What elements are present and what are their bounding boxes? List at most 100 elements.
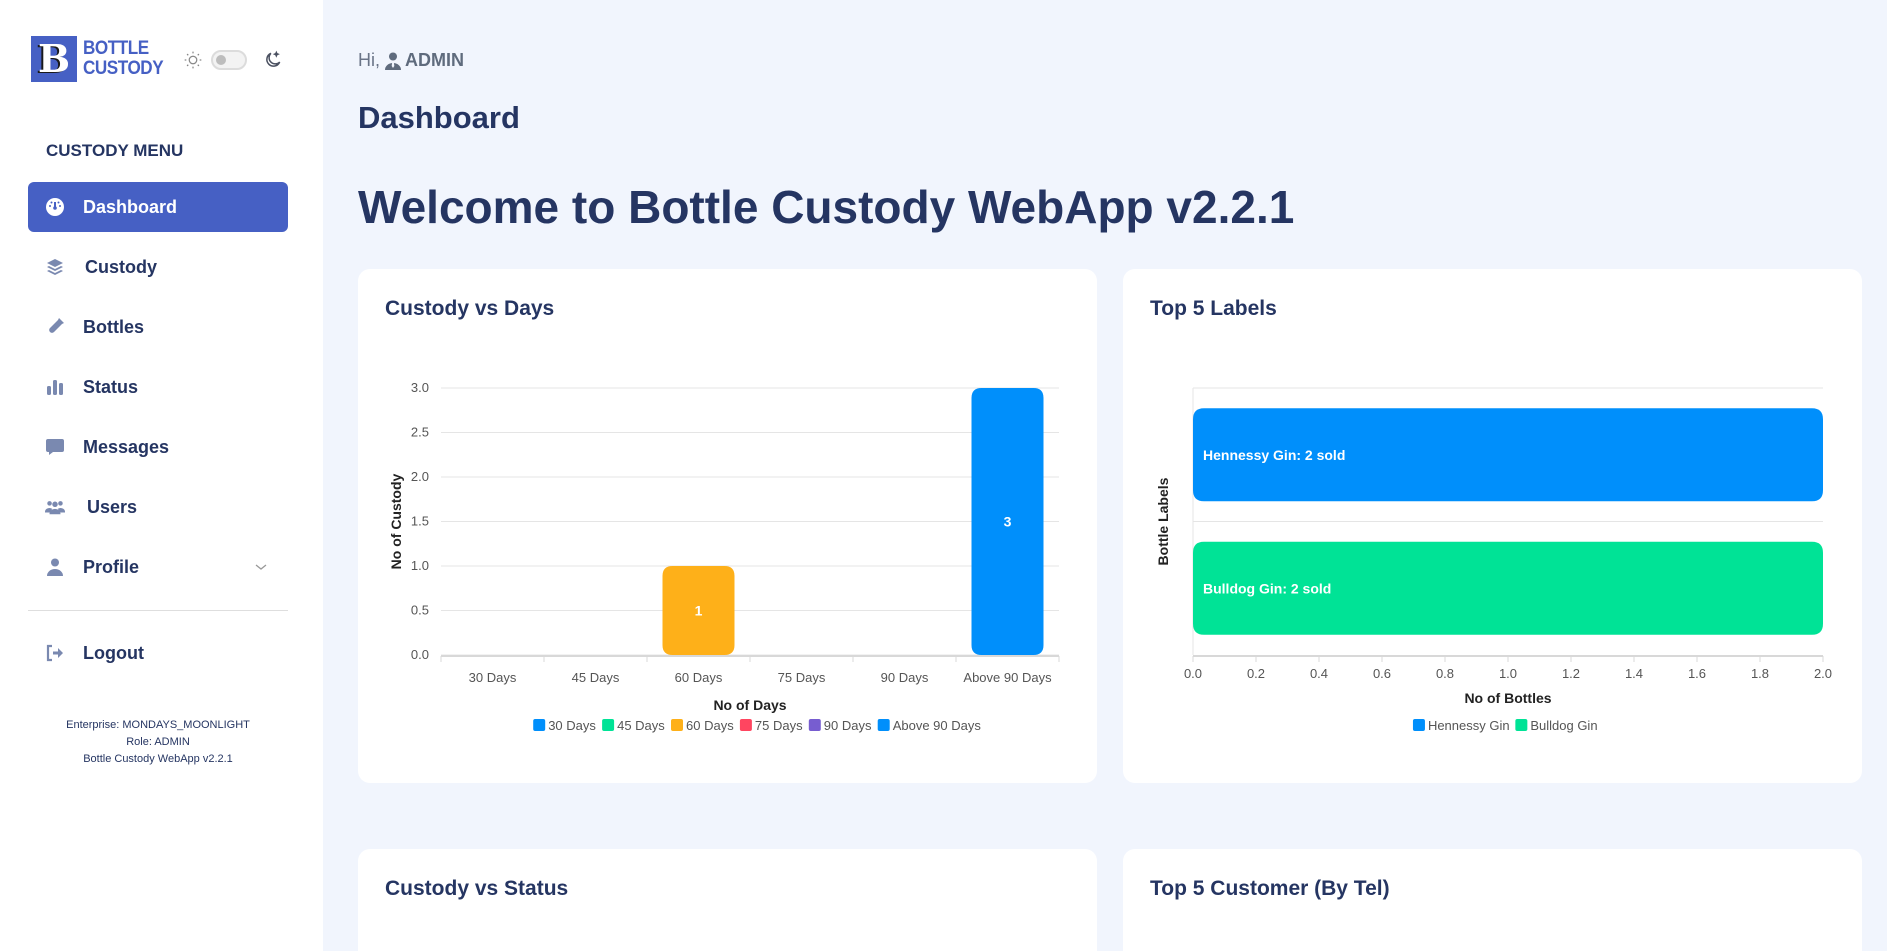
- legend-label: Above 90 Days: [893, 718, 982, 733]
- sidebar: B BOTTLE CUSTODY CUSTODY MENU Dashboard …: [0, 0, 323, 951]
- legend-marker: [1515, 719, 1528, 731]
- bar: [1193, 408, 1823, 502]
- version-text: Bottle Custody WebApp v2.2.1: [83, 753, 233, 765]
- legend-marker: [1412, 719, 1425, 731]
- page-title: Dashboard: [358, 100, 520, 135]
- greeting-prefix: Hi,: [358, 50, 380, 70]
- y-tick-label: 2.5: [411, 425, 429, 440]
- sidebar-item-profile[interactable]: Profile: [28, 542, 288, 592]
- username: ADMIN: [405, 50, 464, 70]
- card-title: Top 5 Customer (By Tel): [1150, 877, 1390, 900]
- users-icon: [45, 497, 65, 517]
- layers-icon: [45, 257, 65, 277]
- bar: [971, 388, 1044, 655]
- bar: [662, 566, 735, 655]
- legend-label: 75 Days: [755, 718, 803, 733]
- y-tick-label: 0.0: [411, 647, 429, 662]
- sidebar-item-label: Dashboard: [83, 196, 178, 217]
- welcome-heading: Welcome to Bottle Custody WebApp v2.2.1: [358, 181, 1295, 233]
- y-axis-title: Bottle Labels: [1155, 477, 1171, 565]
- sidebar-item-users[interactable]: Users: [28, 482, 288, 532]
- custody-vs-status-card: Custody vs Status: [358, 849, 1097, 951]
- sidebar-menu: Dashboard Custody Bottles Status Message…: [28, 182, 288, 602]
- brand-name-line2: CUSTODY: [83, 58, 164, 79]
- legend-label: 90 Days: [824, 718, 872, 733]
- y-tick-label: 1.5: [411, 514, 429, 529]
- sidebar-item-bottles[interactable]: Bottles: [28, 302, 288, 352]
- custody-vs-days-card: Custody vs Days 0.0 0.5 1.0 1.5 2.0 2.5 3.0 30 …: [358, 269, 1097, 783]
- legend-marker: [739, 719, 752, 731]
- bottle-icon: [45, 317, 65, 337]
- x-tick-label: 1.0: [1499, 666, 1517, 681]
- logout-container: Logout: [28, 628, 288, 688]
- legend-marker: [533, 719, 546, 731]
- sun-icon: [184, 51, 202, 69]
- y-tick-label: 3.0: [411, 380, 429, 395]
- x-tick-label: 2.0: [1814, 666, 1832, 681]
- menu-title: CUSTODY MENU: [46, 141, 184, 160]
- x-tick-label: 1.2: [1562, 666, 1580, 681]
- x-tick-label: 90 Days: [881, 670, 929, 685]
- user-icon: [45, 557, 65, 577]
- user-tie-icon: [385, 52, 401, 70]
- card-title: Top 5 Labels: [1150, 297, 1277, 320]
- sidebar-item-label: Messages: [83, 436, 170, 457]
- bar-data-label: Bulldog Gin: 2 sold: [1203, 580, 1331, 596]
- x-tick-label: 1.8: [1751, 666, 1769, 681]
- card-title: Custody vs Days: [385, 297, 555, 320]
- x-tick-label: 75 Days: [778, 670, 826, 685]
- card-title: Custody vs Status: [385, 877, 569, 900]
- legend-marker: [808, 719, 821, 731]
- moon-icon: [266, 50, 281, 67]
- legend-marker: [877, 719, 890, 731]
- sidebar-item-status[interactable]: Status: [28, 362, 288, 412]
- greeting: Hi, ADMIN: [358, 50, 464, 71]
- brand-logo[interactable]: B BOTTLE CUSTODY: [31, 36, 172, 82]
- y-tick-label: 0.5: [411, 603, 429, 618]
- dashboard-gauge-icon: [45, 197, 65, 217]
- x-tick-label: 0.2: [1247, 666, 1265, 681]
- x-tick-label: 30 Days: [469, 670, 517, 685]
- sidebar-item-dashboard[interactable]: Dashboard: [28, 182, 288, 232]
- x-tick-label: 45 Days: [572, 670, 620, 685]
- switch-knob: [216, 55, 226, 65]
- x-tick-label: 0.4: [1310, 666, 1328, 681]
- theme-toggle: [183, 50, 283, 70]
- logout-button[interactable]: Logout: [28, 628, 288, 678]
- enterprise-text: Enterprise: MONDAYS_MOONLIGHT: [66, 719, 250, 731]
- top5-customer-card: Top 5 Customer (By Tel): [1123, 849, 1862, 951]
- bar-chart-icon: [45, 377, 65, 397]
- legend-label: Hennessy Gin: [1428, 718, 1510, 733]
- x-tick-label: 0.6: [1373, 666, 1391, 681]
- legend-marker: [602, 719, 615, 731]
- sidebar-item-label: Profile: [83, 556, 140, 577]
- x-tick-label: 0.0: [1184, 666, 1202, 681]
- sidebar-divider: [28, 610, 288, 611]
- legend-label: 30 Days: [548, 718, 596, 733]
- bar: [1193, 541, 1823, 635]
- sidebar-item-label: Status: [83, 376, 139, 397]
- sidebar-item-messages[interactable]: Messages: [28, 422, 288, 472]
- legend-label: Bulldog Gin: [1530, 718, 1597, 733]
- bar-data-label: 1: [695, 603, 703, 619]
- logout-icon: [45, 643, 65, 663]
- sidebar-item-custody[interactable]: Custody: [28, 242, 288, 292]
- brand-name: BOTTLE CUSTODY: [83, 38, 164, 79]
- brand-name-line1: BOTTLE: [83, 38, 149, 59]
- sidebar-item-label: Bottles: [83, 316, 145, 337]
- x-tick-label: 60 Days: [675, 670, 723, 685]
- top5-labels-chart: 0.0 0.2 0.4 0.6 0.8 1.0 1.2 1.4 1.6 1.8 2.0 Henness…: [1155, 387, 1832, 733]
- logo-mark: B: [31, 36, 77, 82]
- y-tick-label: 2.0: [411, 469, 429, 484]
- legend-label: 45 Days: [617, 718, 665, 733]
- chevron-down-icon[interactable]: [254, 560, 268, 574]
- dark-mode-switch[interactable]: [211, 50, 247, 70]
- legend-marker: [671, 719, 683, 731]
- logo-letter: B: [37, 36, 71, 81]
- sidebar-item-label: Custody: [85, 256, 157, 277]
- x-tick-label: Above 90 Days: [963, 670, 1052, 685]
- logout-label: Logout: [83, 642, 144, 663]
- y-axis-title: No of Custody: [388, 473, 404, 569]
- bar-data-label: 3: [1004, 514, 1012, 530]
- sidebar-item-label: Users: [87, 496, 138, 517]
